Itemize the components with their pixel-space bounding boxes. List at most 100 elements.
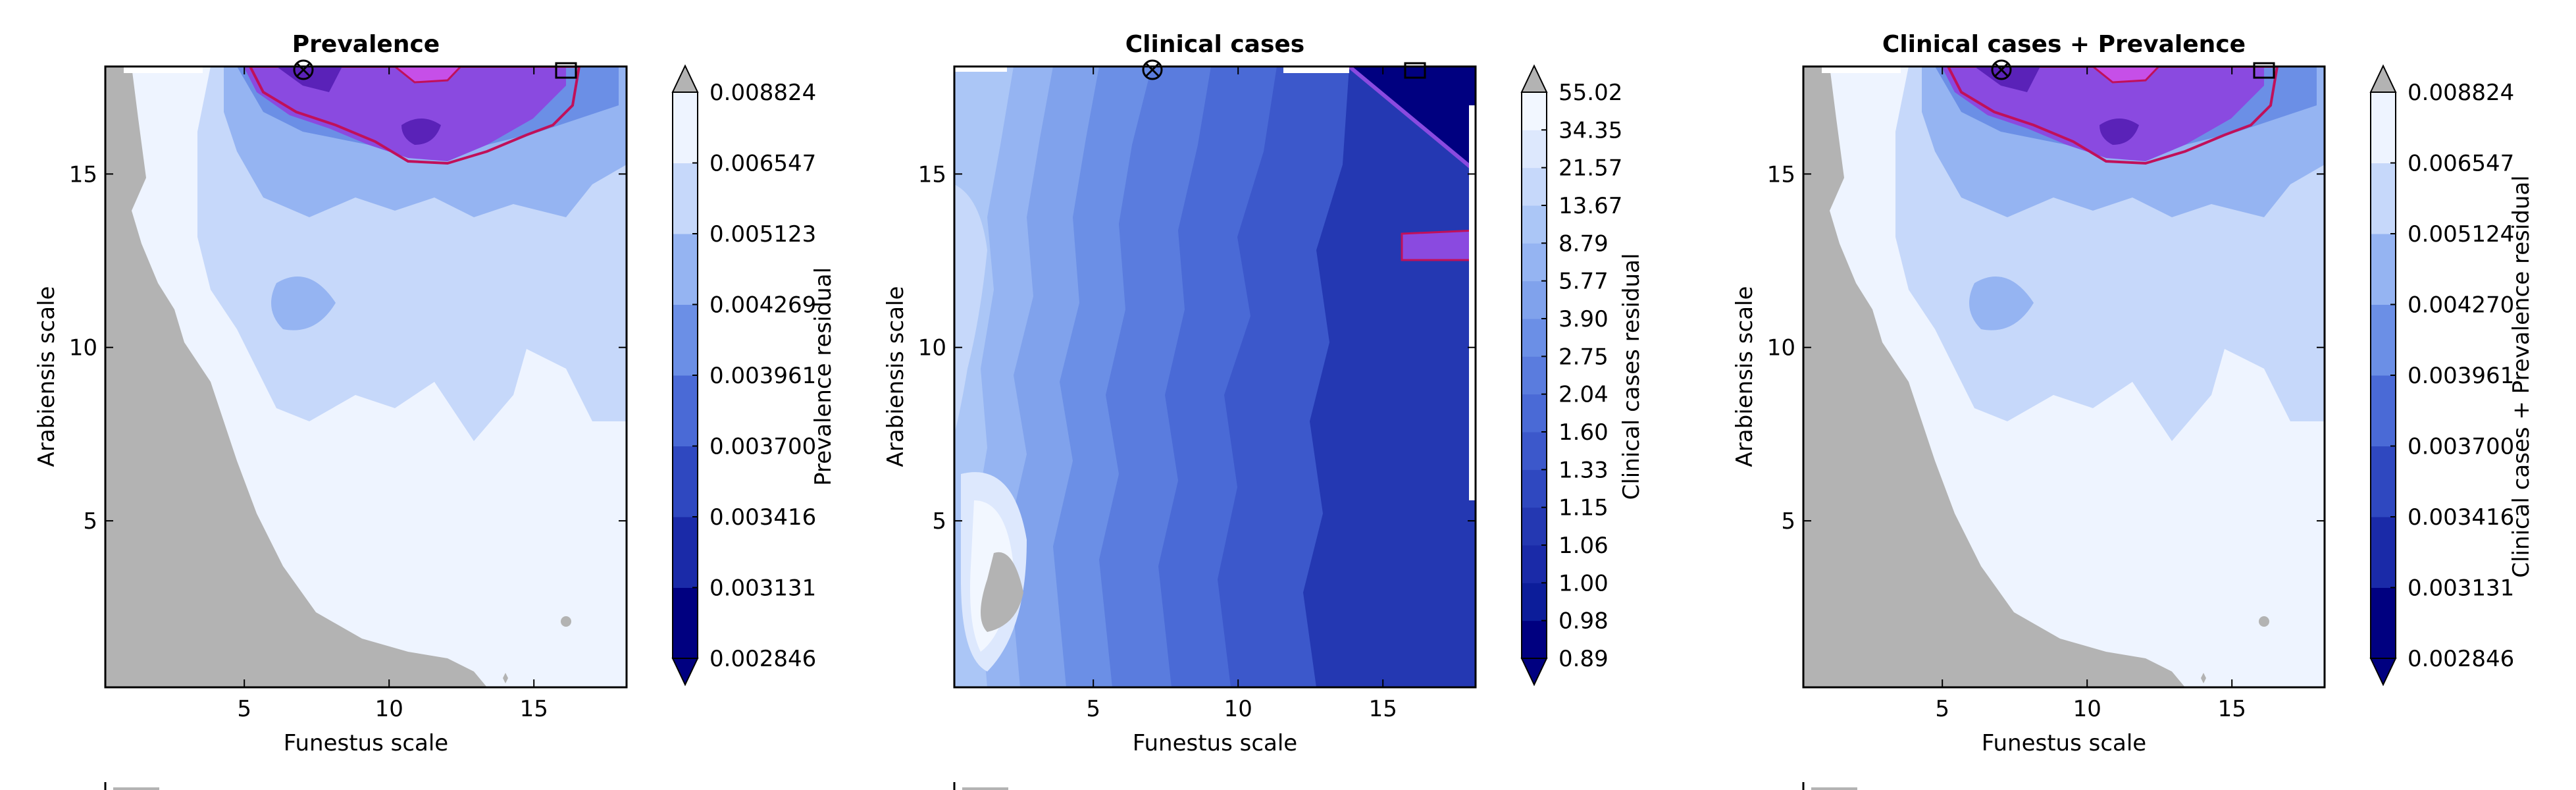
box-marker bbox=[2253, 62, 2275, 79]
colorbar-tick-label: 5.77 bbox=[1558, 269, 1609, 295]
axis-ticks: 5 10 15 5 10 15 bbox=[1767, 66, 2325, 722]
y-axis-label: Arabiensis scale bbox=[34, 286, 60, 467]
chart-title: Clinical cases + Prevalence bbox=[1882, 31, 2246, 58]
x-tick-label: 10 bbox=[375, 696, 403, 722]
colorbar: 0.002846 0.003131 0.003416 0.003700 0.003961… bbox=[671, 64, 816, 687]
colorbar-tick-label: 8.79 bbox=[1558, 230, 1609, 257]
plot-frame bbox=[953, 65, 1477, 689]
x-axis-label: Funestus scale bbox=[1133, 730, 1297, 756]
colorbar-tick-label: 0.003961 bbox=[709, 363, 816, 389]
colorbar: 0.002846 0.003131 0.003416 0.003700 0.003961… bbox=[2369, 64, 2514, 687]
minimum-marker bbox=[293, 59, 314, 80]
colorbar-segment bbox=[2371, 92, 2396, 163]
y-tick-label: 10 bbox=[918, 335, 946, 361]
box-marker bbox=[1404, 62, 1426, 79]
colorbar-tick-label: 0.005123 bbox=[709, 221, 816, 248]
colorbar-extend-max bbox=[2369, 64, 2397, 93]
colorbar-extend-min bbox=[2369, 658, 2397, 687]
colorbar-tick-label: 0.008824 bbox=[709, 80, 816, 106]
colorbar-tick-label: 0.005124 bbox=[2408, 221, 2514, 248]
colorbar-segment bbox=[673, 587, 698, 659]
colorbar-tick-label: 0.002846 bbox=[2408, 646, 2514, 672]
colorbar-tick-label: 1.06 bbox=[1558, 533, 1609, 559]
colorbar-tick-label: 0.004269 bbox=[709, 292, 816, 319]
minimum-marker bbox=[1991, 59, 2012, 80]
colorbar-tick-label: 21.57 bbox=[1558, 155, 1622, 182]
colorbar-tick-label: 1.15 bbox=[1558, 495, 1609, 521]
colorbar-tick-label: 2.75 bbox=[1558, 344, 1609, 370]
colorbar-segment bbox=[1522, 545, 1547, 583]
box-marker bbox=[555, 62, 577, 79]
colorbar-tick-label: 13.67 bbox=[1558, 193, 1622, 219]
chart-title: Prevalence bbox=[292, 31, 440, 58]
colorbar-segment bbox=[2371, 163, 2396, 234]
colorbar-segment bbox=[673, 375, 698, 446]
colorbar-tick-label: 0.004270 bbox=[2408, 292, 2514, 319]
chart-title: Clinical cases bbox=[1125, 31, 1304, 58]
y-tick-label: 15 bbox=[918, 161, 946, 188]
x-axis-label: Funestus scale bbox=[284, 730, 448, 756]
colorbar-tick-label: 0.003700 bbox=[2408, 434, 2514, 460]
colorbar-tick-label: 34.35 bbox=[1558, 117, 1622, 144]
y-tick-label: 10 bbox=[1767, 335, 1795, 361]
colorbar-label: Clinical cases + Prevalence residual bbox=[2508, 175, 2535, 577]
colorbar: 0.89 0.98 1.00 1.06 1.15 1.33 1.60 2.04 2.75 3.90… bbox=[1520, 64, 1622, 687]
colorbar-segment bbox=[2371, 517, 2396, 588]
colorbar-tick-label: 1.33 bbox=[1558, 457, 1609, 483]
colorbar-segment bbox=[2371, 375, 2396, 446]
axis-ticks: 5 10 15 5 10 15 bbox=[69, 66, 627, 722]
colorbar-segment bbox=[1522, 620, 1547, 659]
colorbar-segment bbox=[673, 163, 698, 234]
colorbar-segment bbox=[1522, 243, 1547, 282]
x-tick-label: 15 bbox=[1369, 696, 1397, 722]
colorbar-segment bbox=[1522, 507, 1547, 546]
colorbar-segment bbox=[2371, 587, 2396, 659]
colorbar-extend-max bbox=[1520, 64, 1548, 93]
colorbar-tick-label: 3.90 bbox=[1558, 306, 1609, 332]
colorbar-segment bbox=[1522, 319, 1547, 357]
colorbar-segment bbox=[1522, 92, 1547, 130]
colorbar-segment bbox=[673, 517, 698, 588]
colorbar-tick-label: 55.02 bbox=[1558, 80, 1622, 106]
colorbar-label: Prevalence residual bbox=[810, 267, 837, 486]
colorbar-segment bbox=[673, 446, 698, 517]
colorbar-tick-label: 0.003131 bbox=[709, 575, 816, 602]
colorbar-tick-label: 1.00 bbox=[1558, 570, 1609, 596]
colorbar-segment bbox=[673, 304, 698, 376]
y-tick-label: 15 bbox=[1767, 161, 1795, 188]
colorbar-tick-label: 0.003131 bbox=[2408, 575, 2514, 602]
colorbar-tick-label: 0.89 bbox=[1558, 646, 1609, 672]
colorbar-tick-label: 0.98 bbox=[1558, 608, 1609, 635]
colorbar-tick-label: 0.003416 bbox=[2408, 504, 2514, 531]
y-tick-label: 15 bbox=[69, 161, 97, 188]
colorbar-tick-label: 0.006547 bbox=[709, 151, 816, 177]
contour-field-clinical bbox=[954, 66, 1476, 687]
colorbar-tick-label: 0.008824 bbox=[2408, 80, 2514, 106]
x-tick-label: 10 bbox=[1224, 696, 1252, 722]
colorbar-label: Clinical cases residual bbox=[1618, 253, 1645, 500]
contour-field-combined bbox=[1803, 66, 2325, 687]
colorbar-segment bbox=[2371, 234, 2396, 305]
axis-ticks: 5 10 15 5 10 15 bbox=[918, 66, 1476, 722]
x-tick-label: 15 bbox=[520, 696, 548, 722]
colorbar-segment bbox=[2371, 446, 2396, 517]
colorbar-extend-max bbox=[671, 64, 699, 93]
colorbar-segment bbox=[673, 92, 698, 163]
colorbar-tick-label: 1.60 bbox=[1558, 419, 1609, 446]
panel-prevalence: 5 10 15 5 10 15 Prevalence Funestus scale Ara… bbox=[34, 31, 837, 756]
colorbar-segment bbox=[1522, 280, 1547, 319]
legend-stub bbox=[104, 782, 1857, 790]
y-tick-label: 10 bbox=[69, 335, 97, 361]
colorbar-segment bbox=[673, 234, 698, 305]
colorbar-tick-label: 2.04 bbox=[1558, 382, 1609, 408]
plot-frame bbox=[1802, 65, 2326, 689]
colorbar-frame bbox=[1521, 92, 1547, 659]
y-axis-label: Arabiensis scale bbox=[883, 286, 909, 467]
colorbar-tick-label: 0.003416 bbox=[709, 504, 816, 531]
panel-clinical-cases: 5 10 15 5 10 15 Clinical cases Funestus scale… bbox=[883, 31, 1645, 756]
y-tick-label: 5 bbox=[83, 508, 97, 535]
colorbar-segment bbox=[1522, 205, 1547, 244]
y-axis-label: Arabiensis scale bbox=[1732, 286, 1758, 467]
colorbar-tick-label: 0.003700 bbox=[709, 434, 816, 460]
colorbar-segment bbox=[1522, 432, 1547, 470]
